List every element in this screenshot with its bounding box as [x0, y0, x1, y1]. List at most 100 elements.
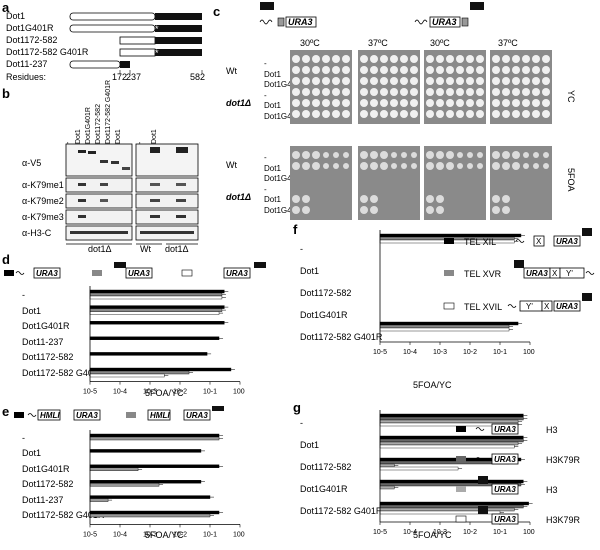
- colony-spot: [446, 162, 454, 170]
- blot-group-label: dot1Δ: [88, 244, 112, 254]
- legend-reporter: URA3: [494, 515, 516, 524]
- colony-spot: [426, 88, 434, 96]
- colony-spot: [426, 99, 434, 107]
- x-tick-label: 10-5: [373, 349, 387, 356]
- colony-spot: [512, 99, 520, 107]
- bar: [89, 498, 109, 502]
- blot-band: [78, 215, 86, 218]
- construct-bar: [119, 36, 156, 45]
- bar: [89, 464, 220, 468]
- panel-label-e: e: [2, 404, 10, 419]
- bar: [89, 495, 211, 499]
- colony-spot: [360, 77, 368, 85]
- colony-spot: [322, 110, 330, 118]
- colony-spot: [292, 162, 300, 170]
- colony-spot: [532, 55, 540, 63]
- colony-spot: [512, 88, 520, 96]
- colony-spot: [502, 77, 510, 85]
- construct-bar: [155, 13, 202, 20]
- bar-chart-d: 10-5 10-4 10-3 10-2 10-1 100: [83, 286, 245, 396]
- colony-spot: [492, 206, 500, 214]
- x-tick-label: 10-4: [113, 389, 127, 396]
- colony-spot: [512, 110, 520, 118]
- colony-spot: [410, 66, 418, 74]
- panel-label-a: a: [2, 0, 10, 15]
- colony-spot: [502, 195, 510, 203]
- x-tick-label: 100: [523, 529, 535, 536]
- strain-label: Wt: [226, 160, 237, 170]
- bar-chart-e: 10-5 10-4 10-3 10-2 10-1 100: [83, 430, 245, 538]
- bar: [89, 370, 190, 375]
- reporter-label: URA3: [288, 17, 313, 27]
- bar: [89, 336, 220, 340]
- x-tick-label: 10-2: [463, 349, 477, 356]
- colony-spot: [360, 99, 368, 107]
- colony-spot: [477, 163, 483, 169]
- legend-text: URA3: [128, 269, 150, 278]
- colony-spot: [391, 163, 397, 169]
- colony-spot: [322, 55, 330, 63]
- colony-spot: [400, 99, 408, 107]
- blot-band: [78, 150, 86, 153]
- residues-label: Residues:: [6, 72, 47, 82]
- colony-spot: [446, 55, 454, 63]
- diagram-text: Y': [526, 302, 533, 311]
- colony-spot: [466, 99, 474, 107]
- construct-bar: [120, 61, 130, 68]
- colony-spot: [426, 55, 434, 63]
- colony-spot: [502, 162, 510, 170]
- colony-spot: [370, 151, 378, 159]
- colony-spot: [522, 88, 530, 96]
- blot-band: [176, 215, 186, 218]
- lane-label: Dot1: [75, 129, 82, 144]
- colony-spot: [292, 77, 300, 85]
- colony-spot: [302, 66, 310, 74]
- x-tick-label: 10-1: [493, 349, 507, 356]
- temp-label: 30ºC: [430, 38, 450, 48]
- strain-row-label: Dot1: [264, 101, 281, 110]
- colony-spot: [333, 163, 339, 169]
- colony-spot: [492, 110, 500, 118]
- colony-spot: [302, 99, 310, 107]
- residue-tick: 582: [190, 72, 206, 82]
- diagram-text: URA3: [556, 302, 578, 311]
- colony-spot: [492, 151, 500, 159]
- blot-group-label: Wt: [140, 244, 151, 254]
- colony-spot: [342, 110, 350, 118]
- blot-band: [78, 183, 86, 186]
- colony-spot: [532, 88, 540, 96]
- strain-row-label: Dot1: [264, 164, 281, 173]
- construct-label: Dot1G401R: [6, 23, 54, 33]
- blot-band: [176, 183, 186, 186]
- blot-row-label: α-K79me1: [22, 180, 64, 190]
- colony-spot: [543, 163, 549, 169]
- colony-spot: [302, 88, 310, 96]
- construct-bar: [69, 12, 156, 21]
- colony-spot: [312, 77, 320, 85]
- x-tick-label: 10-1: [493, 529, 507, 536]
- blot-band: [150, 199, 160, 202]
- colony-spot: [342, 88, 350, 96]
- legend-text: TEL XVIL: [464, 302, 503, 312]
- colony-spot: [426, 162, 434, 170]
- construct-label: Dot11-237: [6, 59, 48, 69]
- colony-spot: [512, 66, 520, 74]
- colony-spot: [370, 162, 378, 170]
- blot-row-label: α-K79me2: [22, 196, 64, 206]
- colony-spot: [436, 55, 444, 63]
- colony-spot: [292, 66, 300, 74]
- colony-spot: [332, 99, 340, 107]
- colony-spot: [542, 77, 550, 85]
- legend-e: HMLl URA3 HMLl URA3: [14, 406, 224, 421]
- colony-spot: [292, 99, 300, 107]
- colony-spot: [426, 195, 434, 203]
- row-label: -: [300, 418, 303, 428]
- colony-spot: [370, 55, 378, 63]
- colony-spot: [360, 88, 368, 96]
- bar: [379, 485, 395, 490]
- lane-label: Dot1G401R: [85, 107, 92, 144]
- bar: [89, 367, 232, 372]
- construct-label: Dot1172-582 G401R: [6, 47, 89, 57]
- x-tick-label: 100: [233, 389, 245, 396]
- colony-spot: [360, 162, 368, 170]
